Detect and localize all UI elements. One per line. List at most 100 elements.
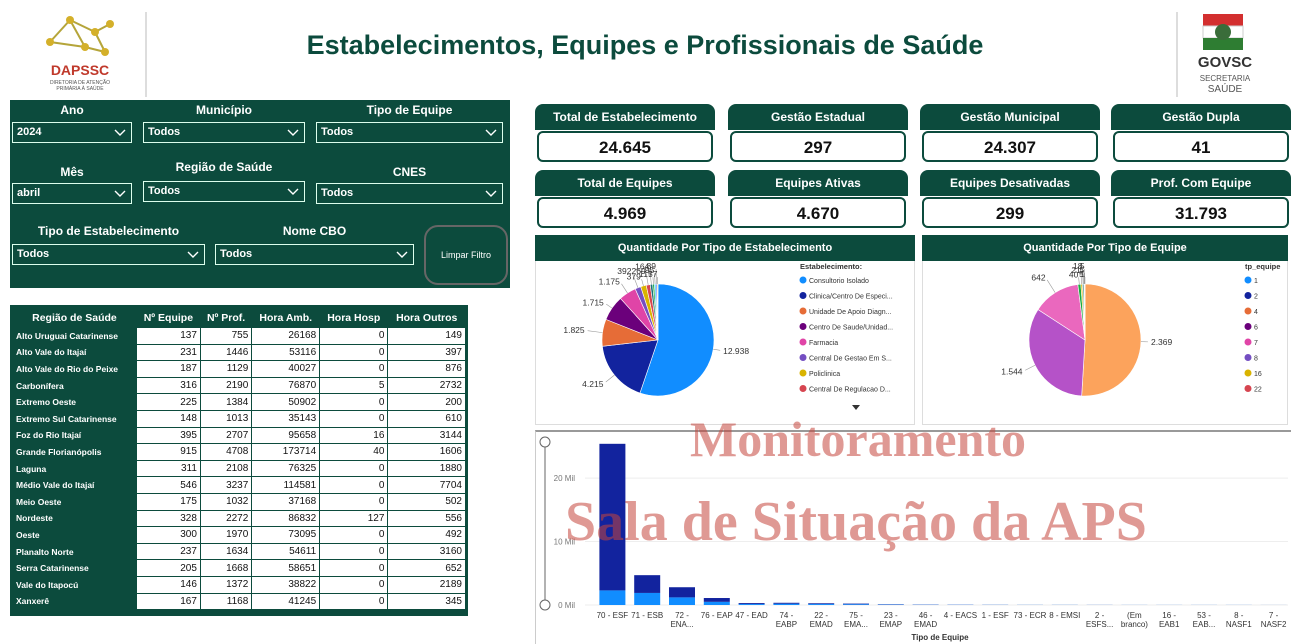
cell-region: Vale do Itapocú xyxy=(12,575,137,594)
cell-number: 316 xyxy=(135,376,201,395)
kpi-header: Gestão Dupla xyxy=(1111,104,1291,130)
logo-icon xyxy=(46,16,114,56)
logo-subtitle: PRIMÁRIA À SAÚDE xyxy=(56,86,104,92)
kpi-header: Prof. Com Equipe xyxy=(1111,170,1291,196)
kpi-value: 4.969 xyxy=(537,197,713,228)
cell-number: 205 xyxy=(135,559,201,577)
cell-number: 148 xyxy=(135,409,201,428)
legend-label: 2 xyxy=(1254,294,1258,301)
leader-line xyxy=(632,273,639,288)
legend-label: 22 xyxy=(1254,387,1262,394)
x-tick-label: 8 - EMSI xyxy=(1049,611,1081,620)
cell-number: 0 xyxy=(319,409,389,428)
data-label: 1 xyxy=(1080,269,1085,279)
chevron xyxy=(396,251,408,258)
chevron-line xyxy=(396,251,408,258)
legend-label: Policlinica xyxy=(809,371,840,378)
cell-region: Xanxerê xyxy=(12,592,137,611)
header-title: Estabelecimentos, Equipes e Profissionai… xyxy=(306,30,984,60)
data-label: 40 xyxy=(1069,269,1079,279)
legend-label: 1 xyxy=(1254,278,1258,285)
data-label: 164 xyxy=(635,262,649,272)
kpi-value: 31.793 xyxy=(1113,197,1289,228)
filter-dropdown[interactable]: Todos xyxy=(143,181,305,202)
filter-dropdown[interactable]: Todos xyxy=(12,244,205,265)
filter-label: Mês xyxy=(60,165,84,179)
cell-number: 200 xyxy=(387,393,466,411)
cell-number: 173714 xyxy=(251,443,321,461)
cell-number: 0 xyxy=(319,592,389,611)
logo-dot xyxy=(66,16,74,24)
x-tick-label: 16 - EAB1 xyxy=(1158,611,1180,629)
filter-dropdown[interactable]: Todos xyxy=(316,122,503,143)
leader-line xyxy=(621,283,628,294)
chevron xyxy=(287,129,299,136)
legend-label: Farmacia xyxy=(809,340,838,347)
cell-number: 556 xyxy=(387,509,466,528)
filter-dropdown[interactable]: Todos xyxy=(316,183,503,204)
cell-number: 915 xyxy=(135,443,201,461)
header-row: Região de Saúde Nº Equipe Nº Prof. Hora Amb… xyxy=(12,307,466,328)
cell-number: 40027 xyxy=(251,360,321,378)
flag-red xyxy=(1203,14,1243,26)
logo-right-line: SAÚDE xyxy=(1207,84,1243,95)
bar-segment xyxy=(808,603,835,605)
leader-line xyxy=(1025,365,1036,371)
x-tick-label: 53 - EAB... xyxy=(1192,611,1216,629)
bar-segment xyxy=(599,590,626,605)
filter-label: CNES xyxy=(392,165,427,179)
y-tick-label: 20 Mil xyxy=(554,474,576,483)
kpi-value: 297 xyxy=(730,131,906,162)
filter-panel xyxy=(10,100,510,288)
kpi-header: Total de Estabelecimento xyxy=(535,104,715,130)
cell-number: 0 xyxy=(319,360,389,378)
logo-dot xyxy=(46,38,54,46)
cell-number: 73095 xyxy=(251,526,321,544)
logo-subtitle: DIRETORIA DE ATENÇÃO xyxy=(49,80,111,86)
filter-dropdown[interactable]: 2024 xyxy=(12,122,132,143)
data-table: Região de Saúde Nº Equipe Nº Prof. Hora Amb… xyxy=(12,307,466,611)
filter-value: Todos xyxy=(321,187,354,199)
cell-number: 4708 xyxy=(199,443,253,461)
kpi-value: 299 xyxy=(922,197,1098,228)
leader-line xyxy=(1078,277,1080,285)
cell-number: 395 xyxy=(135,426,201,445)
legend-label: 6 xyxy=(1254,325,1258,332)
legend-swatch xyxy=(799,307,807,315)
x-tick-label: 22 - EMAD xyxy=(809,611,833,629)
filter-label: Nome CBO xyxy=(282,224,347,238)
data-label: 379 xyxy=(627,271,641,281)
leader-line xyxy=(652,277,654,285)
leader-line xyxy=(1082,269,1084,285)
legend-swatch xyxy=(1244,292,1252,299)
filter-label: Tipo de Equipe xyxy=(366,103,453,117)
filter-label: Ano xyxy=(60,103,84,117)
table-row: Nordeste 328 2272 86832 127 556 xyxy=(12,509,466,528)
column-header: Hora Amb. xyxy=(251,307,321,328)
column-header: Hora Outros xyxy=(387,307,466,328)
table-row: Alto Vale do Rio do Peixe 187 1129 40027 0 87… xyxy=(12,360,466,378)
data-label: 5 xyxy=(1079,269,1084,279)
legend-swatch xyxy=(1244,338,1252,346)
filter-dropdown[interactable]: abril xyxy=(12,183,132,204)
chevron xyxy=(187,251,199,258)
clear-filter-button[interactable]: Limpar Filtro xyxy=(424,225,508,285)
x-tick-label: 76 - EAP xyxy=(700,611,733,620)
filter-dropdown[interactable]: Todos xyxy=(143,122,305,143)
logo-right-line: SECRETARIA xyxy=(1199,74,1251,83)
x-axis-title: Tipo de Equipe xyxy=(911,633,969,642)
bar-segment xyxy=(843,603,869,605)
data-label: 12.938 xyxy=(723,346,749,356)
filter-label: Município xyxy=(196,103,252,117)
filter-dropdown[interactable]: Todos xyxy=(215,244,414,265)
cell-number: 1668 xyxy=(199,559,253,577)
legend-swatch xyxy=(1244,354,1252,361)
data-label: 2.369 xyxy=(1151,337,1173,347)
cell-region: Alto Vale do Itajaí xyxy=(12,343,137,362)
bar-segment xyxy=(669,597,695,605)
logo-right-name: GOVSC xyxy=(1197,54,1253,71)
table-row: Meio Oeste 175 1032 37168 0 502 xyxy=(12,492,466,511)
bar-segment xyxy=(703,601,730,605)
cell-number: 149 xyxy=(387,327,466,345)
